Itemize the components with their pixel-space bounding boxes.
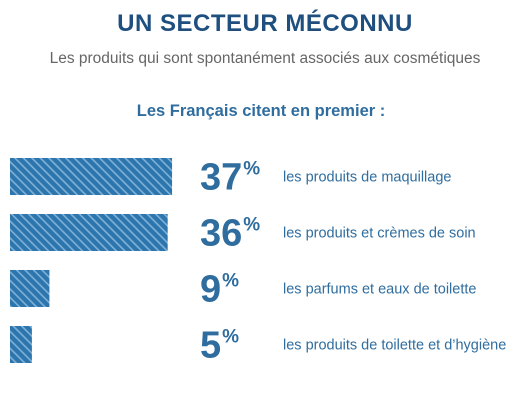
category-label-4: les produits de toilette et d’hygiène bbox=[283, 338, 506, 354]
chart-lead-text: Les Français citent en premier : bbox=[136, 102, 386, 120]
chart-title: UN SECTEUR MÉCONNU bbox=[117, 10, 413, 37]
category-label-1: les produits de maquillage bbox=[283, 170, 451, 186]
percent-sign-3: % bbox=[222, 271, 239, 292]
percent-sign-1: % bbox=[243, 159, 260, 180]
bar-3 bbox=[10, 270, 50, 307]
category-label-2: les produits et crèmes de soin bbox=[283, 226, 476, 242]
value-label-2: 36 bbox=[200, 213, 242, 255]
category-label-3: les parfums et eaux de toilette bbox=[283, 282, 476, 298]
value-label-3: 9 bbox=[200, 269, 221, 311]
value-label-4: 5 bbox=[200, 325, 221, 367]
chart-subtitle: Les produits qui sont spontanément assoc… bbox=[49, 50, 481, 67]
bar-4 bbox=[10, 326, 32, 363]
bar-2 bbox=[10, 214, 168, 251]
bar-1 bbox=[10, 158, 173, 195]
percent-sign-2: % bbox=[243, 215, 260, 236]
percent-sign-4: % bbox=[222, 327, 239, 348]
value-label-1: 37 bbox=[200, 157, 242, 199]
